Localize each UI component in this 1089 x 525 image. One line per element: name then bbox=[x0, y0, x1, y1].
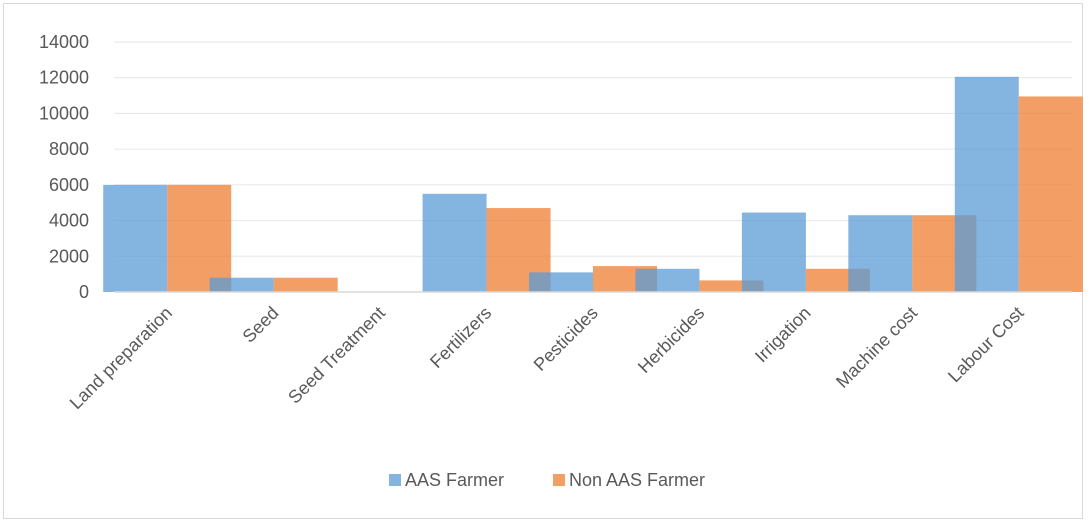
x-tick-label: Herbicides bbox=[634, 303, 708, 377]
bar-non-aas-farmer bbox=[699, 280, 764, 292]
legend-swatch-non-aas-farmer bbox=[553, 474, 565, 486]
x-tick-label: Machine cost bbox=[832, 303, 921, 392]
y-tick-label: 6000 bbox=[49, 175, 89, 195]
bar-aas-farmer bbox=[422, 193, 487, 292]
legend-label: Non AAS Farmer bbox=[569, 470, 705, 490]
y-tick-label: 2000 bbox=[49, 246, 89, 266]
y-tick-label: 14000 bbox=[39, 32, 89, 52]
x-tick-label: Irrigation bbox=[751, 303, 815, 367]
y-tick-label: 10000 bbox=[39, 103, 89, 123]
x-tick-label: Land preparation bbox=[66, 303, 176, 413]
y-tick-label: 8000 bbox=[49, 139, 89, 159]
bar-aas-farmer bbox=[741, 212, 806, 292]
legend: AAS Farmer Non AAS Farmer bbox=[389, 470, 705, 490]
bar-aas-farmer bbox=[635, 268, 700, 292]
legend-label: AAS Farmer bbox=[405, 470, 504, 490]
bars bbox=[103, 76, 1083, 292]
bar-non-aas-farmer bbox=[273, 277, 338, 292]
y-tick-label: 12000 bbox=[39, 68, 89, 88]
x-tick-label: Seed Treatment bbox=[284, 303, 389, 408]
x-axis-ticks: Land preparation Seed Seed Treatment Fertil… bbox=[66, 303, 1028, 413]
bar-non-aas-farmer bbox=[167, 184, 232, 292]
y-axis-ticks: 0 2000 4000 6000 8000 10000 12000 14000 bbox=[39, 32, 89, 302]
bar-aas-farmer bbox=[209, 277, 274, 292]
bar-aas-farmer bbox=[529, 272, 593, 292]
bar-aas-farmer bbox=[848, 215, 913, 292]
x-tick-label: Labour Cost bbox=[944, 303, 1027, 386]
x-tick-label: Seed bbox=[239, 303, 283, 347]
y-tick-label: 4000 bbox=[49, 211, 89, 231]
bar-aas-farmer bbox=[954, 76, 1019, 292]
legend-swatch-aas-farmer bbox=[389, 474, 401, 486]
bar-non-aas-farmer bbox=[1018, 96, 1083, 292]
x-tick-label: Fertilizers bbox=[426, 303, 495, 372]
x-tick-label: Pesticides bbox=[530, 303, 602, 375]
bar-aas-farmer bbox=[103, 184, 168, 292]
y-tick-label: 0 bbox=[79, 282, 89, 302]
